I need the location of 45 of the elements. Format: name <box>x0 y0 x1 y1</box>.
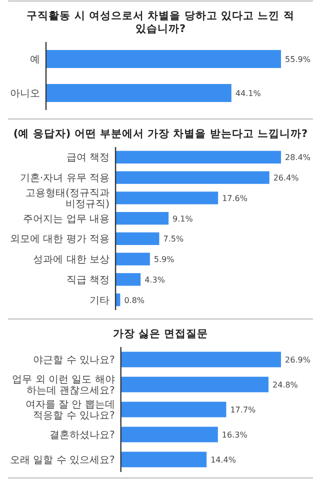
y-tick-label: 주어지는 업무 내용 <box>23 214 110 225</box>
chart-title: 구직활동 시 여성으로서 차별을 당하고 있다고 느낀 적 있습니까? <box>26 10 294 35</box>
y-tick-label: 야근할 수 있나요? <box>33 355 115 366</box>
data-label: 7.5% <box>163 234 184 244</box>
bar <box>116 192 218 204</box>
bar <box>116 171 270 184</box>
chart-title: (예 응답자) 어떤 부분에서 가장 차별을 받는다고 느낍니까? <box>13 128 308 140</box>
data-label: 0.8% <box>124 296 145 305</box>
y-tick-label: 예 <box>30 54 40 66</box>
bar <box>116 212 169 225</box>
data-label: 16.3% <box>222 430 248 440</box>
y-tick-label: 기혼·자녀 유무 적용 <box>20 173 110 184</box>
bar <box>116 273 141 286</box>
y-tick-label: 고용형태(정규직과 비정규직) <box>26 188 110 210</box>
data-label: 17.6% <box>222 194 248 203</box>
y-tick-label: 여자를 잘 안 뽑는데 적응할 수 있나요? <box>25 400 115 422</box>
bar <box>116 232 160 246</box>
data-label: 4.3% <box>144 275 166 284</box>
data-label: 24.8% <box>272 380 298 390</box>
data-label: 26.9% <box>285 356 311 364</box>
bar <box>116 252 150 266</box>
y-tick-label: 기타 <box>90 295 110 306</box>
bar <box>116 150 281 164</box>
bar <box>120 402 226 418</box>
data-label: 44.1% <box>235 89 262 98</box>
data-label: 5.9% <box>154 255 175 264</box>
y-tick-label: 업무 외 이런 일도 해야 하는데 괜찮으세요? <box>12 374 115 396</box>
data-label: 55.9% <box>285 55 311 64</box>
y-tick-label: 아니오 <box>10 88 40 100</box>
data-label: 9.1% <box>172 214 194 224</box>
bar <box>120 426 218 442</box>
bar <box>120 352 281 368</box>
y-tick-label: 성과에 대한 보상 <box>33 254 110 266</box>
chart-title: 가장 싫은 면접질문 <box>112 328 208 340</box>
y-tick-label: 급여 책정 <box>66 152 110 164</box>
data-label: 14.4% <box>210 456 236 464</box>
y-tick-label: 오래 일할 수 있으세요? <box>10 455 115 466</box>
y-tick-label: 직급 책정 <box>66 274 110 286</box>
data-label: 17.7% <box>230 406 256 414</box>
data-label: 28.4% <box>285 153 311 162</box>
y-tick-label: 결혼하셨나요? <box>50 430 115 441</box>
y-tick-label: 외모에 대한 평가 적용 <box>10 234 110 246</box>
bar <box>120 376 268 392</box>
data-label: 26.4% <box>273 174 300 183</box>
bar <box>120 452 207 468</box>
